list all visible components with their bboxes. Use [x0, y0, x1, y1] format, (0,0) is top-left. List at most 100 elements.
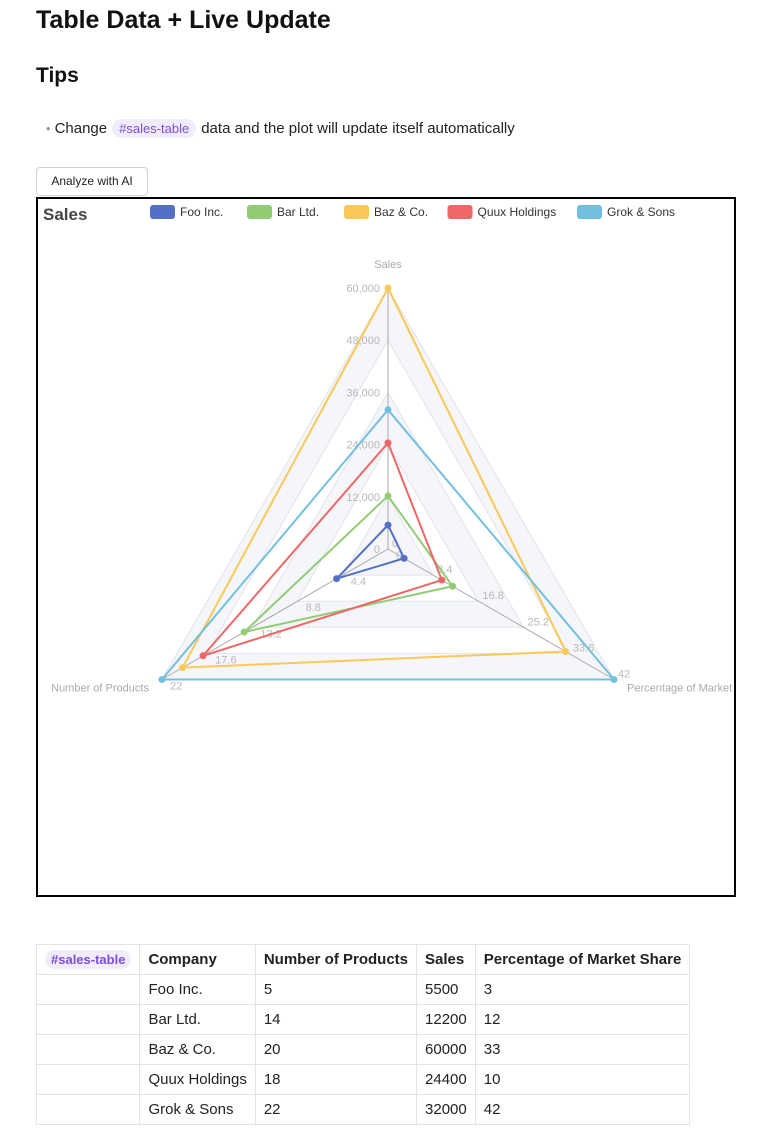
cell-share[interactable]: 3: [474, 974, 691, 1005]
radar-data-point: [384, 492, 392, 500]
radar-series-line: [181, 287, 567, 669]
cell-products[interactable]: 14: [254, 1004, 418, 1035]
legend-swatch: [577, 205, 602, 219]
cell-sales[interactable]: 60000: [416, 1034, 476, 1065]
legend-swatch: [447, 205, 473, 219]
cell-sales[interactable]: 5500: [416, 974, 476, 1005]
radar-tick-label: 0: [392, 538, 398, 550]
page-title: Table Data + Live Update: [36, 6, 331, 34]
cell-share[interactable]: 10: [474, 1064, 691, 1095]
table-row: Foo Inc. 5 5500 3: [35, 974, 691, 1005]
radar-series-line: [335, 524, 406, 580]
cell-sales[interactable]: 12200: [416, 1004, 476, 1035]
legend-swatch: [150, 205, 175, 219]
row-spacer-cell: [35, 1064, 141, 1095]
radar-data-point: [400, 554, 408, 562]
cell-company[interactable]: Quux Holdings: [139, 1064, 256, 1095]
radar-tick-label: 12,000: [346, 492, 380, 504]
header-number-of-products: Number of Products: [254, 944, 418, 975]
radar-grid-ring: [206, 339, 570, 654]
radar-axis-name: Number of Products: [51, 683, 149, 695]
tips-heading: Tips: [36, 64, 79, 87]
cell-share[interactable]: 42: [474, 1094, 691, 1125]
table-header-row: #sales-table Company Number of Products …: [35, 944, 691, 975]
legend-label: Bar Ltd.: [277, 205, 319, 219]
radar-tick-label: 16.8: [482, 590, 503, 602]
radar-data-point: [240, 628, 248, 636]
legend-swatch: [247, 205, 272, 219]
radar-axis-line: [387, 548, 615, 680]
radar-data-point: [562, 648, 570, 656]
cell-company[interactable]: Baz & Co.: [139, 1034, 256, 1065]
legend-swatch: [344, 205, 369, 219]
row-spacer-cell: [35, 1034, 141, 1065]
radar-tick-label: 8.4: [437, 564, 452, 576]
table-tag[interactable]: #sales-table: [45, 950, 132, 969]
cell-company[interactable]: Foo Inc.: [139, 974, 256, 1005]
legend-label: Grok & Sons: [607, 205, 675, 219]
radar-axis-line: [161, 548, 389, 680]
radar-series-line: [202, 441, 443, 657]
radar-data-point: [333, 575, 341, 583]
legend-label: Foo Inc.: [180, 205, 223, 219]
table-row: Baz & Co. 20 60000 33: [35, 1034, 691, 1065]
radar-series-line: [160, 408, 616, 681]
cell-products[interactable]: 18: [254, 1064, 418, 1095]
sales-table-tag[interactable]: #sales-table: [112, 119, 197, 138]
cell-company[interactable]: Grok & Sons: [139, 1094, 256, 1125]
cell-products[interactable]: 20: [254, 1034, 418, 1065]
radar-tick-label: 24,000: [346, 440, 380, 452]
radar-data-point: [158, 676, 166, 683]
radar-tick-label: 42: [618, 669, 630, 681]
radar-tick-label: 25.2: [528, 616, 549, 628]
row-spacer-cell: [35, 974, 141, 1005]
cell-share[interactable]: 33: [474, 1034, 691, 1065]
radar-data-point: [384, 284, 392, 292]
table-row: Bar Ltd. 14 12200 12: [35, 1004, 691, 1035]
radar-data-point: [449, 582, 457, 590]
table-row: Grok & Sons 22 32000 42: [35, 1094, 691, 1125]
cell-products[interactable]: 22: [254, 1094, 418, 1125]
radar-tick-label: 4.4: [351, 576, 366, 588]
radar-grid-ring: [341, 495, 435, 576]
cell-share[interactable]: 12: [474, 1004, 691, 1035]
radar-tick-label: 33.6: [573, 642, 594, 654]
radar-data-point: [384, 406, 392, 414]
tip-suffix: data and the plot will update itself aut…: [201, 120, 515, 137]
chart-title: Sales: [43, 205, 87, 224]
row-spacer-cell: [35, 1094, 141, 1125]
table-tag-cell: #sales-table: [35, 944, 141, 975]
header-sales: Sales: [416, 944, 476, 975]
legend-label: Quux Holdings: [478, 205, 557, 219]
table-row: Quux Holdings 18 24400 10: [35, 1064, 691, 1095]
row-spacer-cell: [35, 1004, 141, 1035]
bullet-icon: •: [46, 121, 51, 136]
radar-data-point: [384, 439, 392, 447]
tip-prefix: Change: [54, 120, 108, 137]
radar-chart: 0 12,000 24,000 36,000 48,000 60,000 0 8.4 16.8 2…: [36, 197, 736, 897]
header-market-share: Percentage of Market Share: [474, 944, 691, 975]
radar-tick-label: 0: [374, 544, 380, 556]
cell-products[interactable]: 5: [254, 974, 418, 1005]
cell-company[interactable]: Bar Ltd.: [139, 1004, 256, 1035]
cell-sales[interactable]: 24400: [416, 1064, 476, 1095]
radar-data-point: [610, 676, 618, 683]
radar-tick-label: 0: [396, 550, 402, 562]
radar-tick-label: 48,000: [346, 335, 380, 347]
radar-data-point: [384, 521, 392, 529]
cell-sales[interactable]: 32000: [416, 1094, 476, 1125]
radar-tick-label: 22: [170, 681, 182, 693]
sales-table: #sales-table Company Number of Products …: [35, 944, 691, 1125]
tip-item: • Change #sales-table data and the plot …: [46, 119, 515, 138]
radar-tick-label: 8.8: [306, 602, 321, 614]
analyze-with-ai-button[interactable]: Analyze with AI: [36, 167, 148, 196]
header-company: Company: [139, 944, 256, 975]
radar-tick-label: 60,000: [346, 283, 380, 295]
radar-data-point: [179, 664, 187, 672]
radar-tick-label: 36,000: [346, 387, 380, 399]
radar-axis-name: Sales: [374, 259, 402, 271]
radar-grid-ring: [251, 391, 525, 628]
radar-tick-label: 17.6: [215, 654, 236, 666]
radar-data-point: [438, 576, 446, 584]
radar-axis-name: Percentage of Market Share: [627, 683, 734, 695]
